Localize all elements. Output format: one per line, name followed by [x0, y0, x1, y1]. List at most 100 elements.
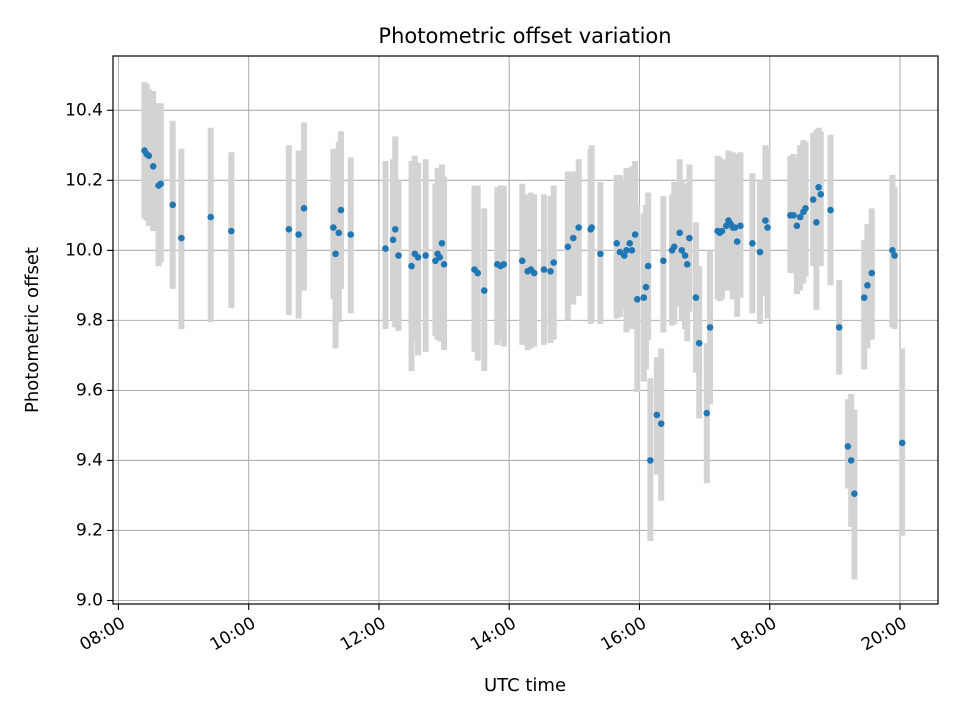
- data-point: [793, 222, 801, 230]
- data-point: [178, 234, 185, 242]
- data-point: [835, 324, 843, 331]
- data-point: [891, 252, 898, 259]
- chart-title: Photometric offset variation: [378, 24, 671, 48]
- point-layer: [141, 147, 906, 497]
- data-point: [731, 224, 739, 231]
- data-point: [628, 247, 636, 254]
- y-tick-label: 9.2: [76, 520, 103, 540]
- data-point: [681, 252, 689, 259]
- data-point: [436, 254, 444, 261]
- y-tick-label: 9.8: [76, 310, 103, 330]
- data-point: [169, 201, 177, 209]
- data-point: [815, 184, 822, 191]
- data-point: [337, 206, 345, 214]
- y-axis-label: Photometric offset: [22, 247, 43, 413]
- data-point: [695, 339, 703, 347]
- grid-layer: [113, 56, 938, 604]
- data-point: [382, 245, 389, 252]
- data-point: [647, 457, 654, 464]
- data-point: [620, 252, 628, 259]
- data-point: [575, 224, 582, 231]
- data-point: [149, 163, 157, 170]
- data-point: [438, 240, 446, 247]
- data-point: [588, 224, 596, 231]
- data-point: [500, 261, 508, 268]
- data-point: [703, 409, 711, 417]
- y-tick-label: 9.4: [76, 450, 103, 470]
- data-point: [626, 240, 634, 247]
- data-point: [408, 262, 415, 270]
- data-point: [391, 226, 399, 233]
- data-point: [809, 196, 817, 203]
- data-point: [657, 420, 665, 427]
- data-point: [145, 152, 153, 160]
- y-tick-label: 10.0: [65, 240, 103, 260]
- data-point: [395, 252, 402, 259]
- data-point: [733, 238, 741, 245]
- data-point: [613, 240, 620, 247]
- data-point: [550, 259, 558, 266]
- data-point: [631, 231, 639, 238]
- data-point: [540, 266, 548, 273]
- data-point: [569, 234, 577, 242]
- data-point: [335, 229, 343, 237]
- data-point: [597, 250, 604, 258]
- data-point: [653, 411, 661, 419]
- data-point: [802, 205, 809, 212]
- data-point: [389, 236, 397, 244]
- data-point: [827, 206, 834, 214]
- data-point: [670, 243, 678, 251]
- data-point: [844, 443, 852, 450]
- data-point: [764, 224, 771, 231]
- data-point: [564, 243, 572, 251]
- data-point: [414, 254, 422, 261]
- data-point: [634, 296, 641, 303]
- data-point: [676, 229, 683, 237]
- data-point: [642, 283, 650, 291]
- data-point: [678, 247, 686, 254]
- data-point: [295, 231, 302, 238]
- data-point: [889, 247, 896, 254]
- data-point: [660, 257, 667, 265]
- x-axis-label: UTC time: [484, 675, 566, 696]
- data-point: [692, 294, 700, 301]
- data-point: [686, 234, 693, 242]
- data-point: [640, 294, 648, 301]
- data-point: [749, 240, 756, 247]
- data-point: [300, 205, 308, 212]
- data-point: [228, 227, 235, 235]
- data-point: [623, 247, 630, 254]
- data-point: [851, 490, 858, 497]
- data-point: [440, 261, 448, 268]
- data-point: [480, 287, 488, 294]
- data-point: [347, 231, 355, 238]
- plot-frame: [112, 55, 939, 605]
- data-point: [847, 457, 855, 464]
- data-point: [644, 262, 652, 270]
- data-point: [518, 257, 526, 265]
- data-point: [813, 219, 820, 226]
- y-tick-label: 9.0: [76, 590, 103, 610]
- data-point: [756, 248, 764, 256]
- data-point: [718, 227, 726, 235]
- data-point: [683, 261, 691, 268]
- data-point: [817, 191, 825, 198]
- data-point: [332, 250, 339, 258]
- data-point: [547, 268, 554, 275]
- data-point: [422, 252, 429, 259]
- data-point: [796, 213, 804, 221]
- data-point: [860, 294, 868, 301]
- data-point: [898, 439, 906, 447]
- data-point: [285, 226, 293, 233]
- y-tick-label: 9.6: [76, 380, 103, 400]
- data-point: [762, 217, 769, 224]
- data-point: [868, 269, 876, 277]
- y-tick-label: 10.4: [65, 100, 103, 120]
- data-point: [474, 269, 482, 277]
- data-point: [330, 224, 337, 231]
- data-point: [790, 212, 797, 219]
- data-point: [207, 213, 214, 221]
- data-point: [706, 324, 714, 331]
